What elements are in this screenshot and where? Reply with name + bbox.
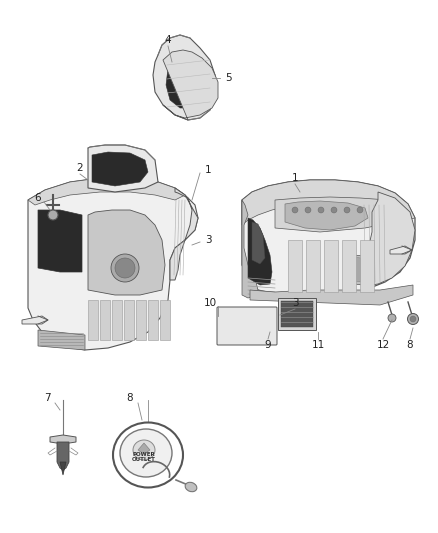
Polygon shape: [348, 257, 361, 282]
Polygon shape: [360, 192, 415, 286]
Polygon shape: [324, 240, 338, 292]
Text: 4: 4: [165, 35, 171, 45]
Polygon shape: [112, 300, 122, 340]
Ellipse shape: [133, 440, 155, 460]
Polygon shape: [22, 316, 48, 324]
Polygon shape: [28, 178, 198, 350]
Circle shape: [305, 207, 311, 213]
Polygon shape: [342, 240, 356, 292]
Text: 7: 7: [44, 393, 50, 403]
Polygon shape: [38, 330, 85, 350]
Polygon shape: [124, 300, 134, 340]
Ellipse shape: [120, 429, 172, 477]
Polygon shape: [288, 240, 302, 292]
Polygon shape: [88, 300, 98, 340]
Polygon shape: [163, 50, 218, 120]
Polygon shape: [281, 301, 313, 327]
Polygon shape: [250, 285, 413, 305]
Text: 8: 8: [407, 340, 413, 350]
Polygon shape: [92, 152, 148, 186]
Polygon shape: [88, 145, 158, 192]
Polygon shape: [278, 298, 316, 330]
Polygon shape: [252, 222, 265, 264]
Text: POWER
OUTLET: POWER OUTLET: [132, 451, 156, 463]
Text: 3: 3: [292, 298, 298, 308]
Polygon shape: [242, 200, 258, 298]
Text: 6: 6: [35, 193, 41, 203]
Circle shape: [410, 316, 416, 322]
Text: 8: 8: [127, 393, 133, 403]
Text: 9: 9: [265, 340, 271, 350]
Polygon shape: [138, 443, 150, 454]
Polygon shape: [153, 35, 215, 120]
Polygon shape: [390, 246, 412, 254]
Polygon shape: [306, 240, 320, 292]
Polygon shape: [345, 254, 363, 285]
Text: 3: 3: [205, 235, 211, 245]
Polygon shape: [50, 435, 76, 444]
FancyBboxPatch shape: [217, 307, 277, 345]
Text: 5: 5: [225, 73, 231, 83]
Polygon shape: [136, 300, 146, 340]
Polygon shape: [148, 300, 158, 340]
Circle shape: [407, 313, 418, 325]
Circle shape: [331, 207, 337, 213]
Polygon shape: [242, 180, 415, 225]
Text: 10: 10: [203, 298, 216, 308]
Circle shape: [292, 207, 298, 213]
Polygon shape: [360, 240, 374, 292]
Polygon shape: [100, 300, 110, 340]
Text: 1: 1: [292, 173, 298, 183]
Text: 11: 11: [311, 340, 325, 350]
Polygon shape: [28, 178, 185, 205]
Ellipse shape: [185, 482, 197, 492]
Polygon shape: [166, 60, 205, 108]
Polygon shape: [60, 462, 66, 475]
Text: 2: 2: [77, 163, 83, 173]
Polygon shape: [248, 218, 272, 285]
Polygon shape: [170, 188, 198, 280]
Polygon shape: [285, 201, 368, 230]
Polygon shape: [275, 197, 405, 232]
Polygon shape: [160, 300, 170, 340]
Text: 1: 1: [205, 165, 211, 175]
Polygon shape: [88, 210, 165, 295]
Circle shape: [344, 207, 350, 213]
Polygon shape: [242, 180, 415, 297]
Polygon shape: [57, 442, 69, 470]
Circle shape: [111, 254, 139, 282]
Circle shape: [48, 210, 58, 220]
Text: 12: 12: [376, 340, 390, 350]
Circle shape: [318, 207, 324, 213]
Circle shape: [388, 314, 396, 322]
Circle shape: [115, 258, 135, 278]
Polygon shape: [38, 210, 82, 272]
Circle shape: [357, 207, 363, 213]
